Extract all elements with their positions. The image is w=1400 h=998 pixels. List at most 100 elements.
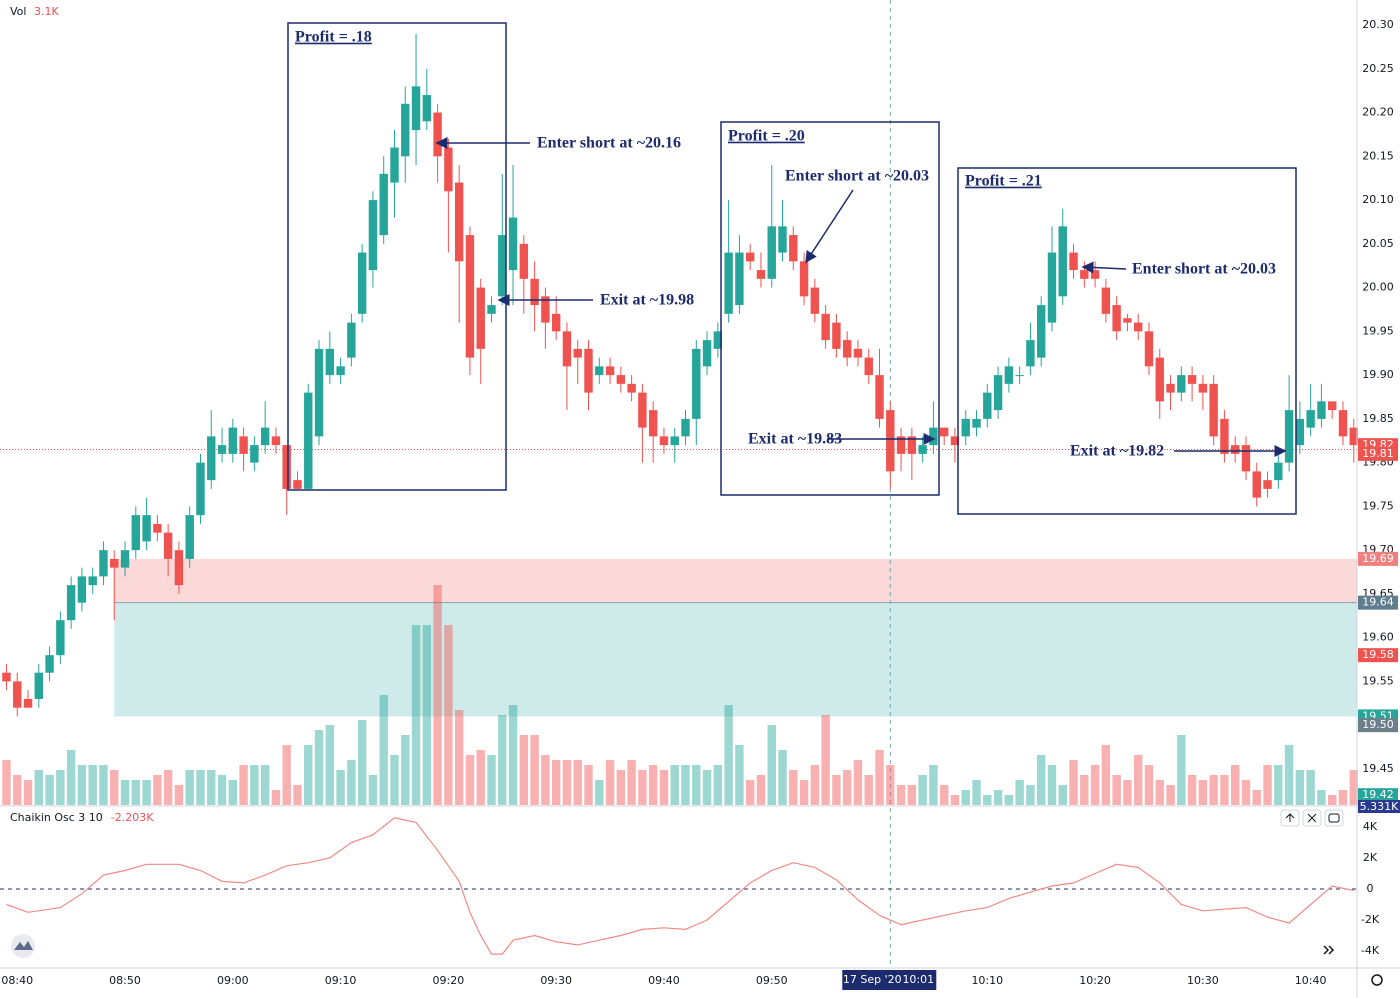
x-tick-label: 09:30 <box>540 974 572 987</box>
volume-bar <box>433 585 442 805</box>
candle-body <box>799 261 809 297</box>
candle-body <box>530 278 539 306</box>
volume-bar <box>1036 755 1046 805</box>
volume-bar <box>1090 765 1100 805</box>
y-tick-label: 20.10 <box>1362 193 1394 206</box>
candle-body <box>1047 252 1057 323</box>
candle-body <box>961 418 970 437</box>
candle-body <box>1198 383 1208 393</box>
candle-body <box>810 287 820 314</box>
candle-body <box>1263 480 1272 489</box>
volume-bar <box>1112 775 1121 805</box>
candle-body <box>99 550 108 577</box>
candle-body <box>616 375 626 384</box>
volume-bar <box>1338 790 1348 805</box>
x-tick-label: 10:40 <box>1295 974 1327 987</box>
candle-body <box>163 532 173 559</box>
price-tag <box>1358 595 1398 610</box>
y-tick-label: 20.05 <box>1362 237 1394 250</box>
volume-bar <box>886 765 895 805</box>
volume-bar <box>1187 775 1197 805</box>
annotation-text: Enter short at ~20.16 <box>537 135 681 152</box>
volume-bar <box>562 760 572 805</box>
volume-bar <box>401 735 410 805</box>
volume-bar <box>605 760 615 805</box>
background-layer: 20.30 20.25 20.20 20.15 20.10 20.05 20.00 19.95… <box>0 0 1394 968</box>
volume-bar <box>1295 770 1305 805</box>
candle-body <box>120 550 130 568</box>
x-tick-label: 08:40 <box>1 974 33 987</box>
candle-body <box>681 418 690 437</box>
volume-bar <box>66 750 76 805</box>
oscillator-line <box>6 817 1354 955</box>
candle-body <box>1036 305 1046 358</box>
candle-body <box>1241 445 1251 472</box>
volume-bar <box>422 625 432 805</box>
volume-bar <box>1241 780 1251 805</box>
x-tick-label: 09:50 <box>756 974 788 987</box>
candle-body <box>433 112 442 157</box>
candle-body <box>1058 226 1067 297</box>
candle-body <box>767 226 776 279</box>
volume-bar <box>1080 775 1089 805</box>
price-tag-label: 19.81 <box>1362 447 1394 460</box>
candle-body <box>993 375 1003 411</box>
x-tick-label: 09:20 <box>433 974 465 987</box>
candle-body <box>228 427 238 454</box>
volume-bar <box>713 765 723 805</box>
candle-body <box>1209 383 1218 437</box>
candle-body <box>1295 418 1305 446</box>
candle-body <box>13 681 22 708</box>
volume-bar <box>1317 790 1326 805</box>
volume-bar <box>196 770 205 805</box>
candle-body <box>853 348 863 358</box>
volume-bar <box>939 785 949 805</box>
crosshair-label-bg <box>842 970 937 990</box>
candle-body <box>66 585 76 621</box>
osc-legend: Chaikin Osc 3 10 <box>10 811 103 824</box>
candle-body <box>713 331 723 349</box>
candle-body <box>390 147 399 183</box>
y-tick-label: 19.75 <box>1362 499 1394 512</box>
settings-button[interactable] <box>1371 974 1383 986</box>
volume-bar <box>239 765 248 805</box>
candle-body <box>1015 375 1024 377</box>
maximize-button[interactable] <box>1324 809 1344 827</box>
osc-tick-label: 0 <box>1367 882 1374 895</box>
volume-bar <box>702 770 712 805</box>
candle-body <box>293 480 302 489</box>
y-tick-label: 19.90 <box>1362 368 1394 381</box>
candle-body <box>260 427 270 446</box>
annotation-text: Exit at ~19.83 <box>748 431 842 448</box>
candle-body <box>185 515 194 559</box>
candle-body <box>562 331 572 367</box>
volume-bar <box>1101 745 1111 805</box>
scroll-right-button[interactable] <box>1323 945 1335 955</box>
candle-body <box>1026 340 1035 367</box>
panel-buttons[interactable] <box>1280 809 1344 827</box>
volume-bar <box>1047 765 1057 805</box>
y-tick-label: 20.15 <box>1362 149 1394 162</box>
candle-body <box>1101 287 1111 314</box>
volume-bar <box>260 765 270 805</box>
price-tag-label: 19.69 <box>1362 552 1394 565</box>
candle-body <box>756 270 766 279</box>
candle-body <box>519 243 529 279</box>
candle-body <box>153 523 162 533</box>
candle-body <box>832 322 841 349</box>
candle-body <box>821 313 830 341</box>
volume-bar <box>670 765 679 805</box>
annotation-box <box>957 167 1297 515</box>
volume-bar <box>336 770 345 805</box>
volume-bar <box>1252 790 1261 805</box>
arrow <box>805 189 854 264</box>
y-tick-label: 19.55 <box>1362 674 1394 687</box>
candle-body <box>131 515 141 551</box>
volume-bar <box>1155 780 1164 805</box>
candle-body <box>1155 357 1164 402</box>
candle-body <box>250 445 259 463</box>
candle-body <box>207 436 216 481</box>
candle-body <box>907 436 917 454</box>
volume-bar <box>551 760 561 805</box>
candle-body <box>1220 418 1229 454</box>
